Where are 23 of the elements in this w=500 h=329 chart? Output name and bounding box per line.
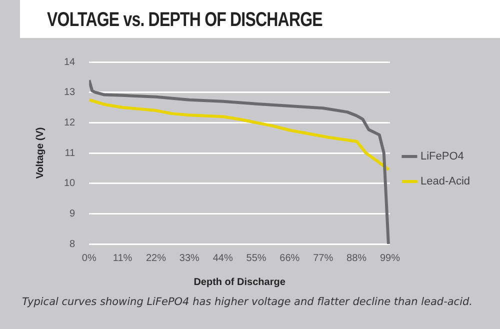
- y-tick-label: 12: [64, 117, 76, 128]
- y-tick-label: 10: [64, 178, 76, 190]
- y-tick-label: 9: [70, 208, 76, 220]
- x-tick-label: 0%: [82, 252, 96, 264]
- y-tick-label: 14: [64, 56, 76, 68]
- chart-title: VOLTAGE vs. DEPTH OF DISCHARGE: [47, 9, 322, 32]
- legend-label: LiFePO4: [420, 150, 464, 163]
- x-tick-label: 44%: [212, 252, 233, 264]
- x-tick-label: 22%: [146, 252, 166, 264]
- x-tick-label: 33%: [179, 252, 200, 264]
- y-axis-title: Voltage (V): [34, 127, 46, 179]
- y-tick-label: 8: [70, 238, 76, 250]
- y-tick-label: 13: [64, 87, 76, 98]
- x-tick-label: 55%: [246, 252, 266, 264]
- x-tick-label: 77%: [313, 252, 334, 264]
- legend-label: Lead-Acid: [420, 176, 470, 188]
- x-tick-label: 99%: [380, 252, 400, 264]
- y-tick-label: 11: [64, 148, 76, 159]
- x-tick-label: 11%: [112, 252, 132, 264]
- x-tick-label: 88%: [346, 252, 367, 264]
- x-axis-title: Depth of Discharge: [194, 276, 286, 288]
- text: Typical curves showing LiFePO4 has higher voltage and flatter decline than lead-acid.: [22, 296, 472, 308]
- x-tick-label: 66%: [280, 252, 300, 264]
